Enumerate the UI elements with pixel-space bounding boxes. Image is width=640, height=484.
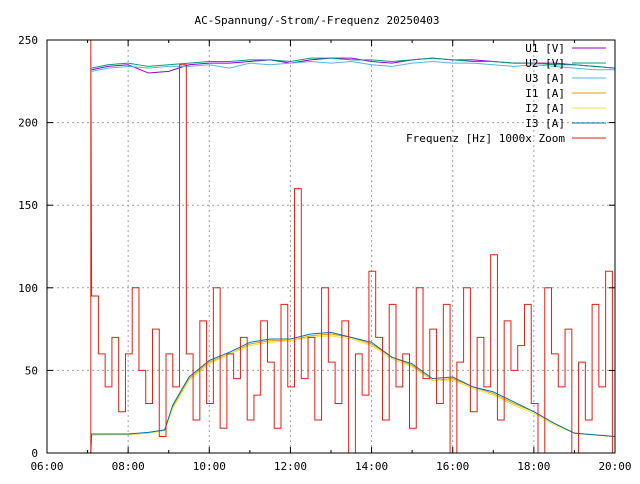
series-line-3 bbox=[91, 60, 615, 72]
x-tick-label: 08:00 bbox=[112, 460, 145, 473]
series-line-7 bbox=[90, 39, 616, 454]
grid bbox=[47, 40, 615, 453]
x-tick-label: 10:00 bbox=[193, 460, 226, 473]
y-tick-label: 150 bbox=[18, 199, 38, 212]
series-lines bbox=[90, 39, 616, 454]
legend-label: Frequenz [Hz] 1000x Zoom bbox=[406, 132, 565, 145]
y-tick-label: 250 bbox=[18, 34, 38, 47]
x-tick-label: 20:00 bbox=[598, 460, 631, 473]
series-line-5 bbox=[90, 335, 616, 454]
legend-label: I1 [A] bbox=[525, 87, 565, 100]
legend-label: I2 [A] bbox=[525, 102, 565, 115]
chart-title: AC-Spannung/-Strom/-Frequenz 20250403 bbox=[194, 14, 439, 27]
y-tick-label: 0 bbox=[31, 447, 38, 460]
series-line-4 bbox=[90, 333, 616, 454]
x-tick-label: 12:00 bbox=[274, 460, 307, 473]
x-tick-label: 18:00 bbox=[517, 460, 550, 473]
plot-border bbox=[46, 39, 616, 454]
x-tick-label: 16:00 bbox=[436, 460, 469, 473]
series-line-6 bbox=[90, 331, 616, 454]
y-tick-label: 200 bbox=[18, 117, 38, 130]
x-tick-label: 06:00 bbox=[30, 460, 63, 473]
legend-label: U2 [V] bbox=[525, 57, 565, 70]
y-tick-label: 100 bbox=[18, 282, 38, 295]
x-tick-label: 14:00 bbox=[355, 460, 388, 473]
legend-label: U1 [V] bbox=[525, 42, 565, 55]
y-tick-label: 50 bbox=[25, 364, 38, 377]
axes: 06:00 08:00 10:00 12:00 14:00 16:00 18:00 20:00… bbox=[18, 34, 631, 473]
legend: U1 [V] U2 [V] U3 [A] I1 [A] I2 [A] I3 [A] Freq… bbox=[406, 42, 606, 145]
legend-label: U3 [A] bbox=[525, 72, 565, 85]
series-line-2 bbox=[91, 57, 616, 69]
legend-label: I3 [A] bbox=[525, 117, 565, 130]
